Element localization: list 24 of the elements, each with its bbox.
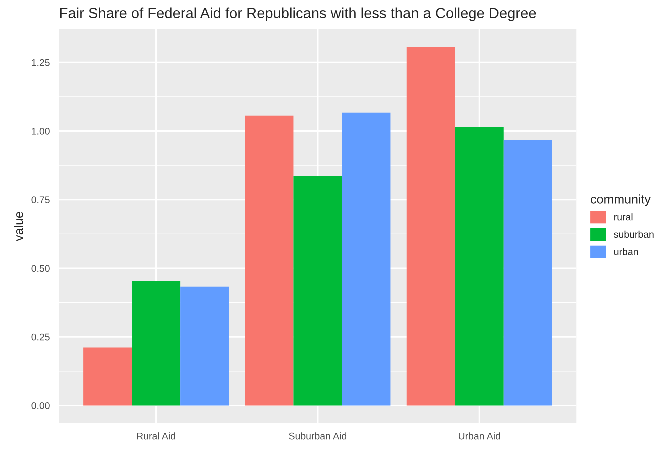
y-axis-title: value [14, 212, 24, 242]
y-tick-label: 0.75 [32, 196, 50, 204]
bar [294, 176, 342, 406]
bar [245, 116, 294, 406]
legend-label: suburban [614, 230, 654, 238]
x-tick-label: Urban Aid [459, 432, 500, 440]
chart-title: Fair Share of Federal Aid for Republicans with less than a College Degree [60, 8, 536, 22]
bar [132, 281, 181, 406]
y-tick-label: 0.00 [32, 402, 50, 410]
y-tick-label: 1.00 [32, 128, 50, 135]
legend-title: community [591, 194, 651, 206]
y-tick-label: 1.25 [32, 59, 50, 66]
y-tick-label: 0.50 [32, 265, 50, 272]
bar [455, 127, 504, 406]
x-tick-label: Suburban Aid [289, 432, 347, 440]
y-tick-label: 0.25 [32, 334, 50, 341]
bar [406, 47, 456, 406]
bar [180, 286, 230, 406]
x-tick-label: Rural Aid [137, 432, 176, 440]
bar [504, 140, 552, 406]
bar [84, 348, 132, 406]
legend-label: rural [614, 214, 633, 221]
bar [342, 112, 391, 406]
legend-label: urban [614, 248, 638, 256]
